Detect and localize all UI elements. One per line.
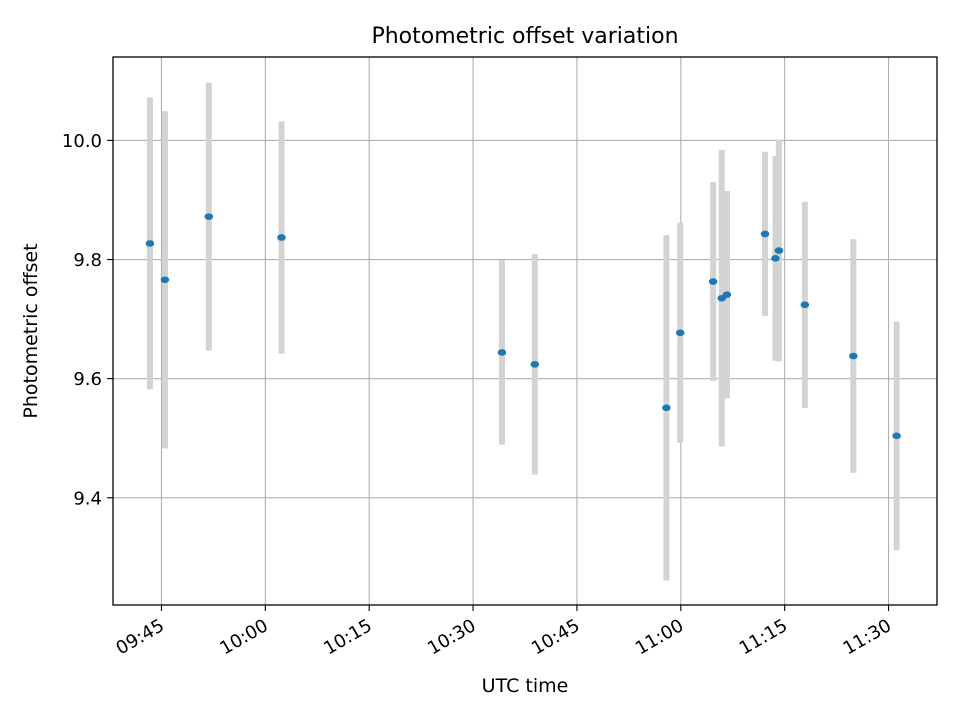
data-point (145, 240, 155, 247)
data-point (760, 230, 770, 238)
data-point (722, 291, 732, 298)
data-point (160, 276, 170, 284)
y-tick-label: 10.0 (62, 131, 102, 152)
data-point (774, 247, 784, 254)
data-point (771, 255, 780, 262)
y-tick-label: 9.8 (73, 250, 102, 271)
x-axis-label: UTC time (482, 675, 569, 697)
data-point (708, 278, 718, 285)
y-axis-ticks: 9.4 9.6 9.8 10.0 (62, 131, 113, 509)
data-point (530, 361, 540, 368)
y-axis-label: Photometric offset (20, 243, 42, 418)
data-point (497, 349, 507, 356)
plot-frame (112, 56, 938, 606)
data-point (675, 329, 685, 337)
data-point (892, 432, 901, 440)
data-point (800, 301, 810, 309)
data-points (145, 213, 901, 440)
data-point (204, 213, 214, 220)
data-point (849, 352, 858, 360)
data-point (277, 234, 286, 241)
y-tick-label: 9.6 (73, 369, 102, 390)
chart-title: Photometric offset variation (371, 24, 678, 49)
data-point (662, 404, 671, 412)
y-tick-label: 9.4 (73, 488, 102, 509)
